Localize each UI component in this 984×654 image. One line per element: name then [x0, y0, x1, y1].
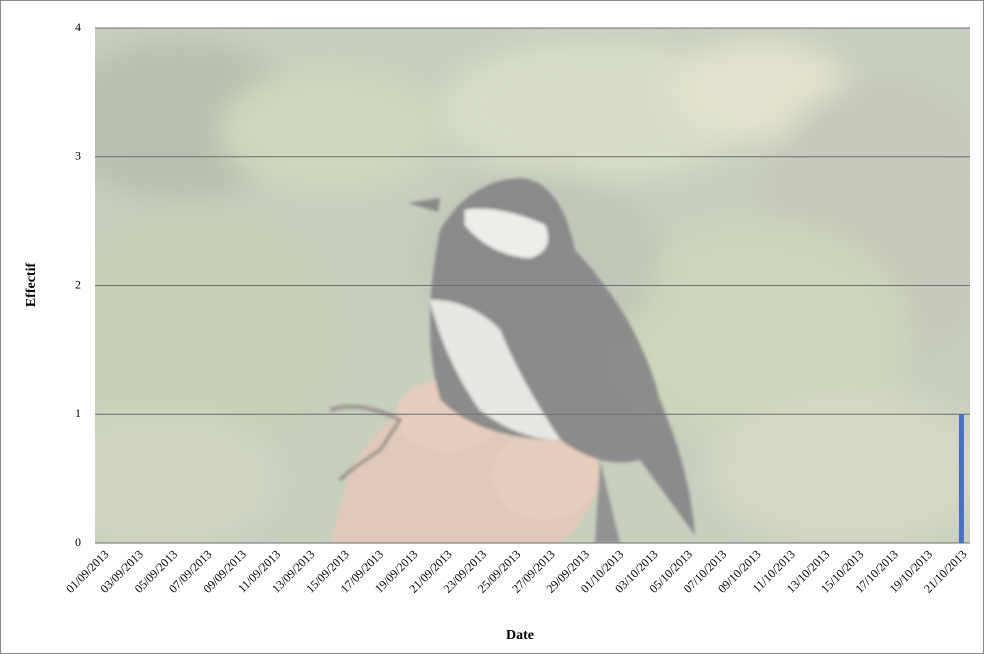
y-tick-label: 1	[75, 406, 81, 420]
background-photo	[95, 28, 970, 543]
y-tick-label: 4	[75, 20, 81, 34]
y-tick-label: 2	[75, 277, 81, 291]
y-tick-label: 0	[75, 535, 81, 549]
bar	[958, 414, 964, 543]
y-tick-label: 3	[75, 149, 81, 163]
y-axis-title: Effectif	[24, 263, 39, 308]
x-axis-title: Date	[506, 628, 534, 643]
